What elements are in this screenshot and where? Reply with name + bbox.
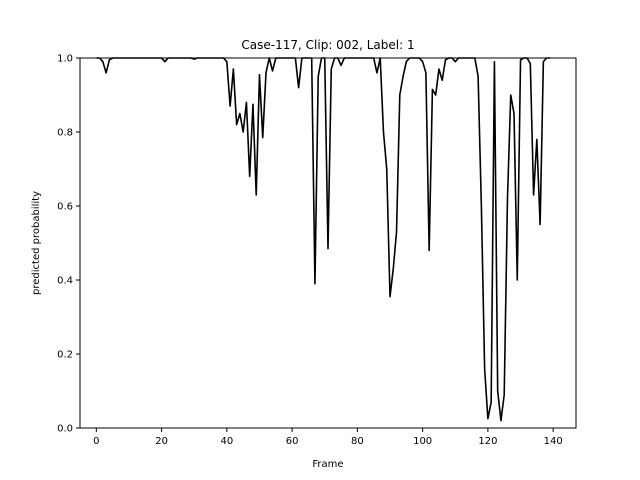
x-tick-label: 100 <box>413 436 432 447</box>
x-axis-label: Frame <box>312 459 343 470</box>
plot-area-frame <box>79 57 577 429</box>
y-tick-label: 0.4 <box>57 276 73 287</box>
series-line <box>96 57 550 422</box>
x-tick-label: 20 <box>155 436 168 447</box>
y-tick-label: 0.0 <box>57 424 73 435</box>
x-axis-ticks: 0 20 40 60 80 100 120 140 <box>93 428 563 447</box>
y-tick-label: 0.6 <box>57 202 73 213</box>
y-tick-label: 0.2 <box>57 350 73 361</box>
x-tick-label: 80 <box>351 436 364 447</box>
x-tick-label: 120 <box>478 436 497 447</box>
chart-title: Case-117, Clip: 002, Label: 1 <box>241 38 414 52</box>
y-axis-label: predicted probability <box>31 191 42 295</box>
x-tick-label: 60 <box>286 436 299 447</box>
x-tick-label: 40 <box>220 436 233 447</box>
y-tick-label: 0.8 <box>57 128 73 139</box>
x-tick-label: 140 <box>544 436 563 447</box>
x-tick-label: 0 <box>93 436 99 447</box>
y-tick-label: 1.0 <box>57 54 73 65</box>
y-axis-ticks: 0.0 0.2 0.4 0.6 0.8 1.0 <box>57 54 80 435</box>
